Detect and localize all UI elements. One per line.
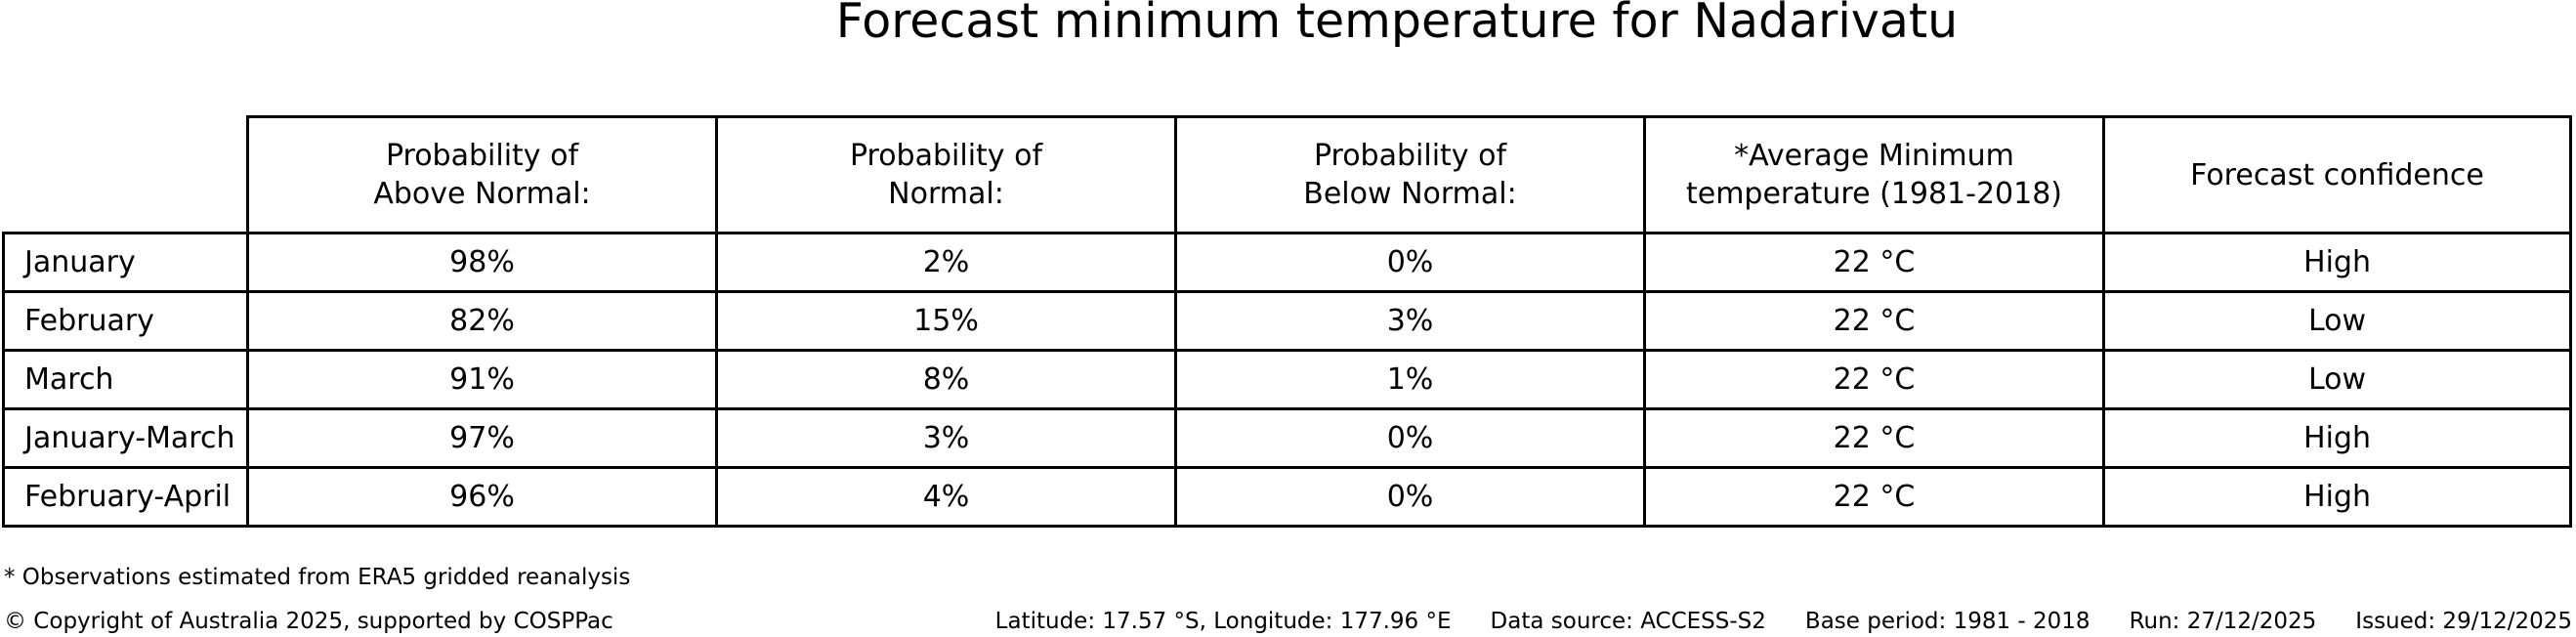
above-normal-cell: 91% [246,349,718,410]
col-header-above-normal: Probability of Above Normal: [246,115,718,234]
base-period-text: Base period: 1981 - 2018 [1804,609,2090,634]
confidence-cell: Low [2102,290,2572,352]
normal-cell: 3% [715,407,1177,469]
run-date-text: Run: 27/12/2025 [2129,609,2317,634]
below-normal-cell: 1% [1174,349,1646,410]
row-label-cell: February [2,290,249,352]
row-label-cell: March [2,349,249,410]
above-normal-cell: 98% [246,232,718,293]
corner-spacer-cell [3,116,248,234]
avg-min-temp-cell: 22 °C [1643,407,2105,469]
page-title: Forecast minimum temperature for Nadariv… [835,0,1959,49]
above-normal-cell: 82% [246,290,718,352]
header-row: Probability of Above Normal: Probability… [3,115,2572,234]
table-row-january-march: January-March 97% 3% 0% 22 °C High [2,407,2572,469]
col-header-normal: Probability of Normal: [715,115,1177,234]
col-header-below-normal: Probability of Below Normal: [1174,115,1646,234]
confidence-cell: Low [2102,349,2572,410]
below-normal-cell: 0% [1174,407,1646,469]
confidence-cell: High [2102,232,2572,293]
table-row-january: January 98% 2% 0% 22 °C High [2,232,2572,293]
col-header-forecast-confidence: Forecast confidence [2102,115,2572,234]
row-label-cell: January-March [2,407,249,469]
row-label-cell: February-April [2,466,249,528]
table-row-march: March 91% 8% 1% 22 °C Low [2,349,2572,410]
above-normal-cell: 97% [246,407,718,469]
footer-bar: © Copyright of Australia 2025, supported… [4,609,2572,634]
confidence-cell: High [2102,466,2572,528]
avg-min-temp-cell: 22 °C [1643,232,2105,293]
below-normal-cell: 0% [1174,232,1646,293]
avg-min-temp-cell: 22 °C [1643,290,2105,352]
col-header-avg-min-temp: *Average Minimum temperature (1981-2018) [1643,115,2105,234]
below-normal-cell: 3% [1174,290,1646,352]
forecast-table: Probability of Above Normal: Probability… [2,115,2572,528]
issued-date-text: Issued: 29/12/2025 [2355,609,2572,634]
above-normal-cell: 96% [246,466,718,528]
below-normal-cell: 0% [1174,466,1646,528]
copyright-text: © Copyright of Australia 2025, supported… [4,609,613,634]
row-label-cell: January [2,232,249,293]
avg-min-temp-cell: 22 °C [1643,349,2105,410]
normal-cell: 2% [715,232,1177,293]
table-row-february-april: February-April 96% 4% 0% 22 °C High [2,466,2572,528]
normal-cell: 15% [715,290,1177,352]
location-text: Latitude: 17.57 °S, Longitude: 177.96 °E [994,609,1452,634]
table-row-february: February 82% 15% 3% 22 °C Low [2,290,2572,352]
confidence-cell: High [2102,407,2572,469]
avg-min-temp-cell: 22 °C [1643,466,2105,528]
footnote: * Observations estimated from ERA5 gridd… [4,565,631,590]
data-source-text: Data source: ACCESS-S2 [1490,609,1766,634]
normal-cell: 8% [715,349,1177,410]
normal-cell: 4% [715,466,1177,528]
